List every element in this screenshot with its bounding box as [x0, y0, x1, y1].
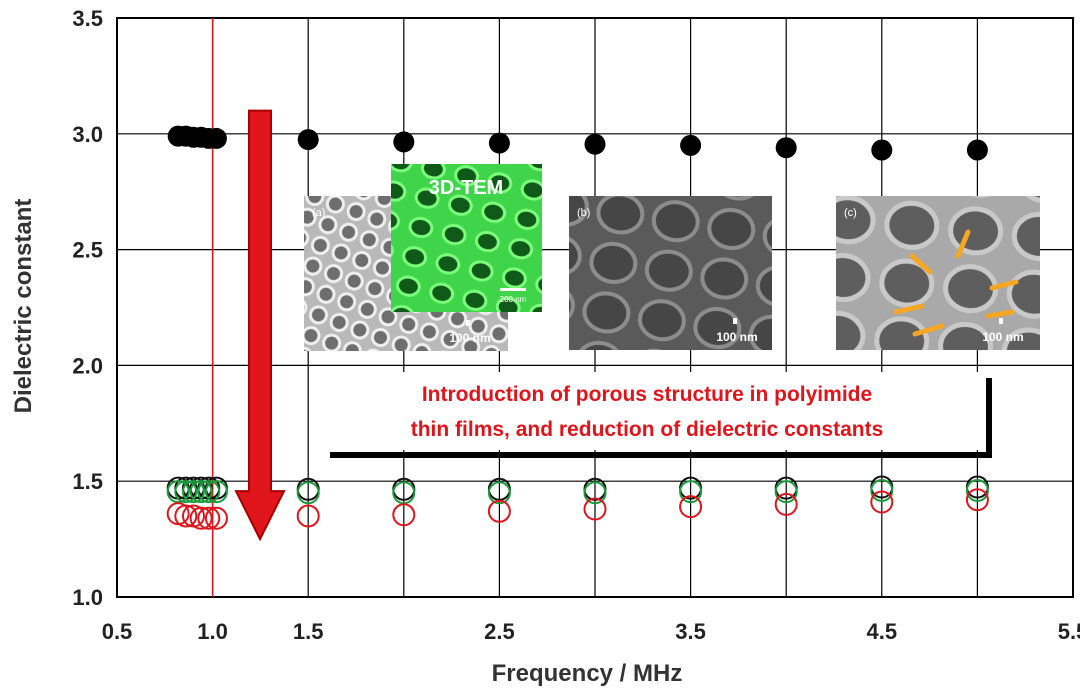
- data-point: [966, 139, 988, 161]
- x-tick-label: 1.5: [293, 619, 324, 644]
- y-tick-label: 2.5: [72, 238, 103, 263]
- data-point: [181, 480, 205, 504]
- inset-tem-scale-label: 200 nm: [500, 295, 527, 304]
- inset-b-image: [569, 196, 772, 350]
- inset-tem-image: [391, 164, 542, 312]
- data-point: [174, 504, 198, 528]
- inset-b-scale-label: 100 nm: [716, 330, 757, 344]
- data-point: [166, 480, 190, 504]
- inset-c-scale-label: 100 nm: [982, 330, 1023, 344]
- data-point: [680, 134, 702, 156]
- x-axis-tick-labels: 0.5 1.0 1.5 2.5 3.5 4.5 5.5: [102, 619, 1080, 644]
- inset-b-scale-bar: [733, 318, 737, 324]
- data-point: [487, 481, 511, 505]
- inset-b-label: (b): [577, 207, 590, 219]
- x-tick-label: 2.5: [484, 619, 515, 644]
- inset-b-sem: (b) 100 nm: [569, 196, 772, 350]
- data-point: [393, 131, 415, 153]
- pore-arrow-icon: [989, 279, 1019, 291]
- inset-c-label: (c): [844, 207, 857, 219]
- data-point: [871, 139, 893, 161]
- data-point: [189, 506, 213, 530]
- data-point: [583, 481, 607, 505]
- inset-c-sem: (c) 100 nm: [836, 196, 1040, 350]
- series-porous-polyimide-green-: [166, 478, 989, 505]
- pore-arrow-icon: [985, 309, 1015, 319]
- inset-c-arrows: [893, 229, 1019, 337]
- chart-marks: [166, 125, 989, 530]
- pore-arrow-icon: [955, 229, 971, 259]
- series-porous-polyimide-black-: [166, 475, 989, 501]
- data-point: [205, 127, 227, 149]
- pore-arrow-icon: [909, 253, 933, 275]
- data-point: [189, 480, 213, 504]
- data-point: [204, 480, 228, 504]
- annotation-background: [325, 372, 985, 450]
- data-point: [487, 499, 511, 523]
- data-point: [774, 480, 798, 504]
- data-point: [965, 488, 989, 512]
- data-point: [774, 492, 798, 516]
- data-point: [197, 480, 221, 504]
- series-non-porous-polyimide: [167, 125, 988, 161]
- inset-c-scale-bar: [999, 318, 1003, 324]
- annotation-callout: Introduction of porous structure in poly…: [325, 372, 992, 458]
- data-point: [679, 480, 703, 504]
- inset-a-scale-bar: [466, 320, 470, 326]
- annotation-line-1: Introduction of porous structure in poly…: [422, 383, 872, 406]
- inset-a-label: (a): [312, 207, 325, 219]
- pore-arrow-icon: [893, 303, 925, 315]
- y-axis-tick-labels: 1.0 1.5 2.0 2.5 3.0 3.5: [72, 6, 103, 610]
- data-point: [488, 132, 510, 154]
- data-point: [679, 495, 703, 519]
- inset-3d-tem: 3D-TEM 200 nm: [391, 164, 542, 312]
- y-tick-label: 1.0: [72, 585, 103, 610]
- plot-area-border: [116, 17, 1074, 598]
- data-point: [392, 503, 416, 527]
- data-point: [870, 478, 894, 502]
- down-arrow-icon: [234, 109, 286, 542]
- data-point: [197, 506, 221, 530]
- x-tick-label: 4.5: [867, 619, 898, 644]
- pore-arrow-icon: [912, 323, 945, 337]
- data-point: [296, 504, 320, 528]
- data-point: [296, 481, 320, 505]
- data-point: [392, 481, 416, 505]
- annotation-line-2: thin films, and reduction of dielectric …: [411, 418, 884, 441]
- inset-a-scale-label: 100 nm: [449, 331, 490, 345]
- data-point: [204, 506, 228, 530]
- y-axis-title: Dielectric constant: [10, 199, 37, 414]
- annotation-shadow-border: [330, 378, 992, 458]
- y-tick-label: 3.5: [72, 6, 103, 31]
- data-point: [174, 480, 198, 504]
- data-point: [965, 478, 989, 502]
- data-point: [297, 129, 319, 151]
- y-tick-label: 3.0: [72, 122, 103, 147]
- inset-tem-label: 3D-TEM: [429, 177, 503, 199]
- reduction-arrow: [234, 109, 286, 542]
- x-tick-label: 1.0: [197, 619, 228, 644]
- y-tick-label: 2.0: [72, 353, 103, 378]
- y-tick-label: 1.5: [72, 469, 103, 494]
- inset-c-image: [836, 196, 1040, 350]
- x-axis-title: Frequency / MHz: [492, 660, 683, 687]
- series-porous-polyimide-red-: [166, 488, 989, 530]
- data-point: [584, 133, 606, 155]
- inset-tem-scale-bar: [500, 288, 526, 291]
- data-point: [870, 490, 894, 514]
- data-point: [775, 137, 797, 159]
- x-tick-label: 0.5: [102, 619, 133, 644]
- x-tick-label: 5.5: [1058, 619, 1080, 644]
- x-tick-label: 3.5: [675, 619, 706, 644]
- data-point: [583, 497, 607, 521]
